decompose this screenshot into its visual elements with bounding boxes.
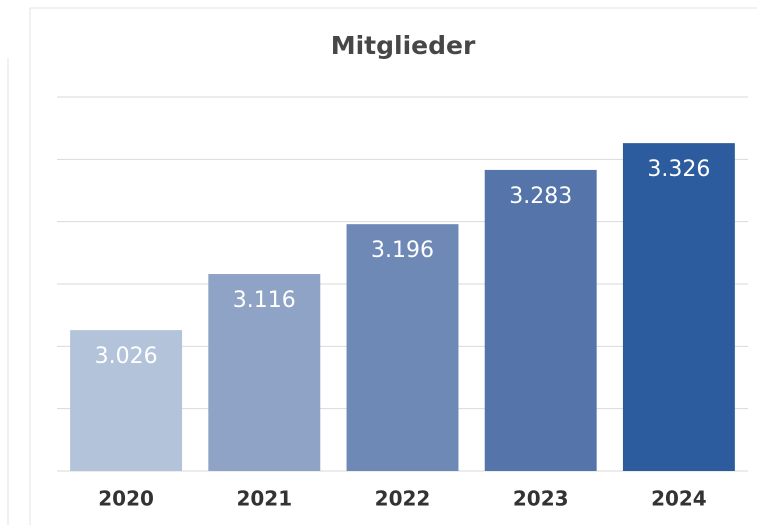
x-tick-label: 2023 bbox=[513, 487, 569, 511]
bar bbox=[70, 330, 183, 471]
x-tick-label: 2024 bbox=[651, 487, 707, 511]
value-label: 3.283 bbox=[509, 184, 572, 209]
bar bbox=[208, 274, 321, 471]
x-tick-label: 2021 bbox=[236, 487, 292, 511]
value-label: 3.326 bbox=[647, 157, 710, 182]
value-label: 3.026 bbox=[95, 344, 158, 369]
x-tick-label: 2020 bbox=[98, 487, 154, 511]
card-border bbox=[29, 7, 757, 525]
value-label: 3.116 bbox=[233, 288, 296, 313]
bar bbox=[346, 224, 459, 471]
bar bbox=[484, 169, 597, 471]
chart-title: Mitglieder bbox=[331, 31, 476, 60]
value-label: 3.196 bbox=[371, 238, 434, 263]
bar bbox=[622, 143, 735, 472]
x-tick-label: 2022 bbox=[375, 487, 431, 511]
